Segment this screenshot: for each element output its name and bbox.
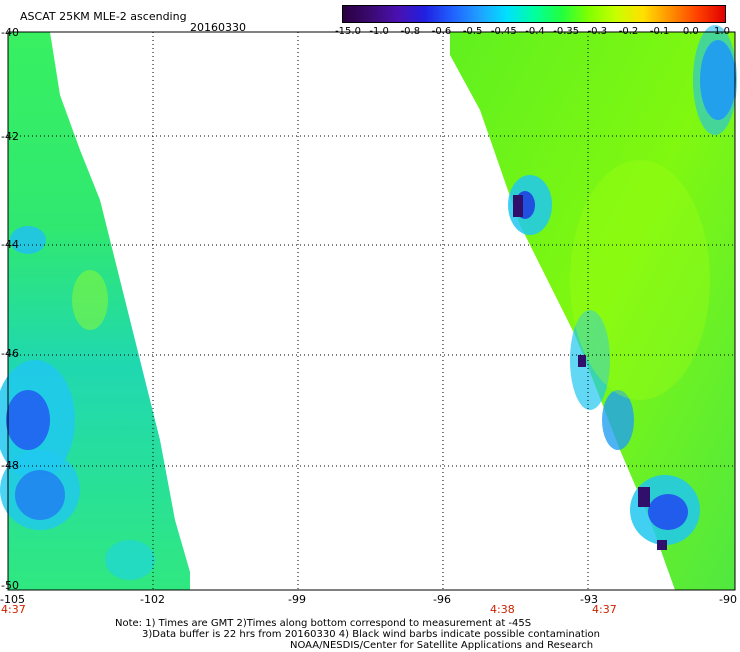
lon-label: -102	[140, 593, 165, 606]
note-line-1: Note: 1) Times are GMT 2)Times along bot…	[115, 618, 532, 629]
time-label: 4:37	[1, 603, 26, 616]
lat-label: -40	[1, 26, 19, 39]
lon-label: -96	[433, 593, 451, 606]
colorbar-tick-label: -0.5	[462, 26, 483, 37]
colorbar	[342, 5, 726, 23]
note-line-2: 3)Data buffer is 22 hrs from 20160330 4)…	[142, 629, 600, 640]
lat-label: -44	[1, 238, 19, 251]
lat-label: -42	[1, 130, 19, 143]
map-title: ASCAT 25KM MLE-2 ascending	[20, 10, 187, 23]
lon-label: -105	[0, 593, 25, 606]
map-date: 20160330	[190, 21, 246, 34]
lon-label: -99	[288, 593, 306, 606]
colorbar-tick-label: -1.0	[369, 26, 389, 37]
axes-frame	[7, 31, 736, 591]
lat-label: -46	[1, 347, 19, 360]
colorbar-tick-label: 1.0	[714, 26, 730, 37]
colorbar-tick-label: -0.45	[490, 26, 517, 37]
note-line-3: NOAA/NESDIS/Center for Satellite Applica…	[290, 640, 594, 651]
grid	[8, 32, 735, 590]
colorbar-tick-label: -0.8	[400, 26, 421, 37]
lon-label: -93	[580, 593, 598, 606]
colorbar-tick-label: -0.4	[525, 26, 545, 37]
left-swath	[0, 32, 190, 590]
lat-label: -48	[1, 459, 19, 472]
colorbar-tick-label: -0.1	[649, 26, 670, 37]
right-swath	[450, 25, 737, 590]
colorbar-tick-label: -0.35	[553, 26, 580, 37]
time-label: 4:37	[592, 603, 617, 616]
lat-label: -50	[1, 579, 19, 592]
lon-label: -90	[719, 593, 737, 606]
colorbar-tick-label: -0.6	[431, 26, 452, 37]
colorbar-tick-label: 0.0	[682, 26, 699, 37]
time-label: 4:38	[490, 603, 515, 616]
colorbar-tick-label: -0.2	[618, 26, 639, 37]
colorbar-tick-label: -15.0	[335, 26, 361, 37]
colorbar-tick-label: -0.3	[587, 26, 608, 37]
